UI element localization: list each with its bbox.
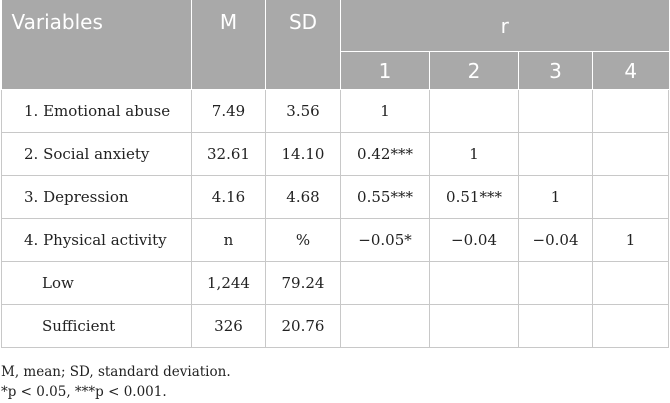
cell-r1: −0.05* (340, 218, 430, 262)
cell-r2: 1 (429, 132, 519, 176)
cell-m: 4.16 (191, 175, 266, 219)
row-label: 3. Depression (1, 175, 192, 219)
cell-r2 (429, 304, 519, 348)
table-row: Sufficient 326 20.76 (1, 304, 670, 348)
footnote-abbreviations: M, mean; SD, standard deviation. (1, 364, 231, 380)
table-row: 1. Emotional abuse 7.49 3.56 1 (1, 89, 670, 133)
cell-r1: 0.55*** (340, 175, 430, 219)
header-r-col-3: 3 (518, 51, 593, 90)
cell-r4 (591, 261, 670, 305)
cell-r1 (340, 261, 430, 305)
cell-r3 (518, 132, 593, 176)
cell-r3: −0.04 (518, 218, 593, 262)
table-row: 2. Social anxiety 32.61 14.10 0.42*** 1 (1, 132, 670, 176)
row-label: 2. Social anxiety (1, 132, 192, 176)
cell-r1: 0.42*** (340, 132, 430, 176)
cell-sd: 3.56 (265, 89, 341, 133)
header-variables: Variables (1, 0, 192, 90)
cell-r4 (591, 89, 670, 133)
table-row: Low 1,244 79.24 (1, 261, 670, 305)
cell-m: 1,244 (191, 261, 266, 305)
header-sd: SD (265, 0, 341, 90)
header-r-col-1: 1 (340, 51, 430, 90)
table-footnotes: M, mean; SD, standard deviation. *p < 0.… (1, 362, 670, 402)
cell-sd: 20.76 (265, 304, 341, 348)
table-row: 4. Physical activity n % −0.05* −0.04 −0… (1, 218, 670, 262)
cell-r1: 1 (340, 89, 430, 133)
cell-m: n (191, 218, 266, 262)
cell-sd: 79.24 (265, 261, 341, 305)
cell-r2: 0.51*** (429, 175, 519, 219)
cell-r3 (518, 261, 593, 305)
correlation-table: Variables M SD r 1 2 3 4 1. Emotional ab… (1, 0, 670, 348)
header-r-col-4: 4 (592, 51, 669, 90)
header-r-col-2: 2 (429, 51, 519, 90)
cell-m: 7.49 (191, 89, 266, 133)
cell-r2 (429, 261, 519, 305)
cell-r3 (518, 89, 593, 133)
cell-r3: 1 (518, 175, 593, 219)
table-row: 3. Depression 4.16 4.68 0.55*** 0.51*** … (1, 175, 670, 219)
row-label: 4. Physical activity (1, 218, 192, 262)
row-label: 1. Emotional abuse (1, 89, 192, 133)
cell-sd: 4.68 (265, 175, 341, 219)
cell-r4: 1 (591, 218, 670, 262)
row-label: Sufficient (1, 304, 192, 348)
footnote-significance: *p < 0.05, ***p < 0.001. (1, 384, 167, 400)
cell-r2 (429, 89, 519, 133)
cell-r2: −0.04 (429, 218, 519, 262)
cell-sd: % (265, 218, 341, 262)
cell-m: 32.61 (191, 132, 266, 176)
cell-r3 (518, 304, 593, 348)
cell-r4 (591, 132, 670, 176)
cell-m: 326 (191, 304, 266, 348)
row-label: Low (1, 261, 192, 305)
cell-sd: 14.10 (265, 132, 341, 176)
cell-r4 (591, 175, 670, 219)
cell-r1 (340, 304, 430, 348)
header-m: M (191, 0, 266, 90)
cell-r4 (591, 304, 670, 348)
header-r: r (340, 0, 669, 52)
